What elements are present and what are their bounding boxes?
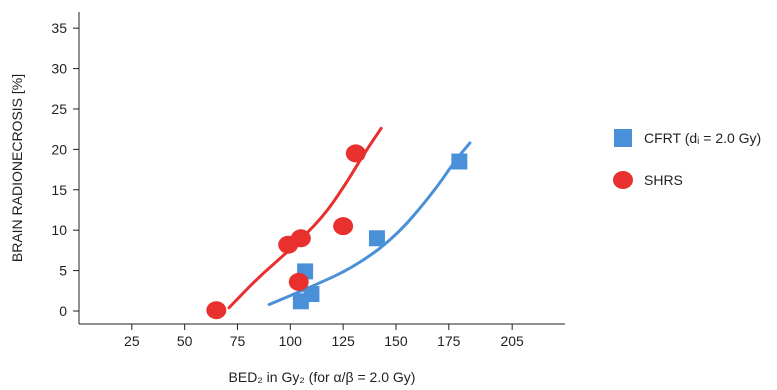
x-tick-label: 125 bbox=[331, 333, 355, 349]
x-tick-label: 175 bbox=[437, 333, 461, 349]
y-tick-label: 0 bbox=[59, 303, 67, 319]
x-ticks: 25 50 75 100 125 150 175 205 bbox=[124, 324, 524, 349]
fit-line-series-1 bbox=[227, 126, 383, 310]
data-point-circle bbox=[333, 217, 354, 236]
x-tick-label: 50 bbox=[177, 333, 193, 349]
y-tick-label: 10 bbox=[51, 222, 67, 238]
y-ticks: 0 5 10 15 20 25 30 35 bbox=[51, 20, 79, 319]
data-point-square bbox=[368, 230, 385, 247]
legend-label: CFRT (dᵢ = 2.0 Gy) bbox=[644, 130, 761, 146]
y-tick-label: 20 bbox=[51, 141, 67, 157]
x-tick-label: 100 bbox=[279, 333, 303, 349]
legend-circle-marker bbox=[613, 171, 633, 189]
x-tick-label: 205 bbox=[500, 333, 524, 349]
data-point-circle bbox=[290, 229, 311, 248]
legend-square-marker bbox=[614, 129, 632, 147]
x-tick-label: 150 bbox=[384, 333, 408, 349]
y-tick-label: 35 bbox=[51, 20, 67, 36]
y-axis-title: BRAIN RADIONECROSIS [%] bbox=[9, 74, 25, 262]
x-tick-label: 25 bbox=[124, 333, 140, 349]
legend-label: SHRS bbox=[644, 172, 683, 188]
x-axis-title: BED₂ in Gy₂ (for α/β = 2.0 Gy) bbox=[229, 369, 416, 385]
data-point-square bbox=[303, 286, 320, 303]
data-point-circle bbox=[288, 272, 309, 291]
data-point-circle bbox=[345, 144, 366, 163]
x-tick-label: 75 bbox=[230, 333, 246, 349]
y-tick-label: 5 bbox=[59, 263, 67, 279]
data-points bbox=[206, 144, 468, 320]
y-tick-label: 30 bbox=[51, 61, 67, 77]
data-point-circle bbox=[206, 301, 227, 320]
y-tick-label: 15 bbox=[51, 182, 67, 198]
y-tick-label: 25 bbox=[51, 101, 67, 117]
data-point-square bbox=[451, 153, 468, 170]
plot-frame bbox=[78, 12, 565, 325]
legend: CFRT (dᵢ = 2.0 Gy) SHRS bbox=[613, 129, 761, 189]
